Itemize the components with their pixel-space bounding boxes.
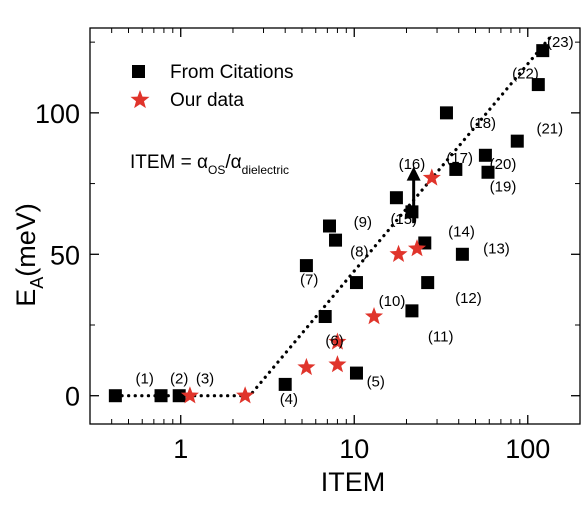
our-data-point: [407, 239, 427, 257]
citation-point: [455, 247, 469, 261]
citation-point: [154, 389, 168, 403]
citation-point: [531, 78, 545, 92]
svg-text:EA(meV): EA(meV): [11, 203, 47, 307]
citation-point: [449, 162, 463, 176]
equation-mid: /α: [225, 152, 241, 173]
x-axis-label: ITEM: [321, 467, 386, 497]
x-tick-label: 100: [505, 434, 550, 464]
y-tick-label: 100: [35, 99, 80, 129]
point-label: (1): [136, 371, 154, 388]
data-points-layer: [108, 44, 550, 404]
arrow-annotation: [406, 166, 421, 224]
citation-point: [329, 233, 343, 247]
our-data-point: [328, 355, 347, 373]
point-label: (21): [536, 120, 563, 137]
our-data-point: [180, 386, 199, 404]
y-axis-label-unit: (meV): [11, 203, 41, 277]
point-label: (5): [367, 374, 385, 391]
point-label: (17): [446, 150, 473, 167]
legend-label-citations: From Citations: [170, 62, 294, 83]
citation-point: [172, 389, 186, 403]
citation-point: [389, 191, 403, 205]
point-label: (14): [448, 224, 475, 241]
citation-point: [349, 366, 363, 380]
legend-label-our-data: Our data: [170, 90, 244, 111]
point-label: (10): [379, 293, 406, 310]
our-data-point: [328, 332, 347, 350]
point-label: (4): [280, 391, 298, 408]
citation-point: [349, 276, 363, 290]
arrow-head: [406, 166, 421, 181]
our-data-point: [236, 386, 255, 404]
citation-point: [405, 205, 419, 219]
y-axis-label: EA(meV): [11, 203, 47, 307]
citation-point: [421, 276, 435, 290]
axis-ticks-layer: 1 10 100 0 50 100: [35, 28, 580, 464]
point-label: (12): [455, 290, 482, 307]
our-data-point: [389, 244, 408, 262]
our-data-point: [364, 307, 384, 325]
citation-point: [510, 134, 524, 148]
equation-lhs: ITEM = α: [130, 152, 208, 173]
legend-marker-square: [132, 65, 145, 78]
point-label: (23): [547, 34, 574, 51]
citation-point: [322, 219, 336, 233]
x-tick-label: 10: [339, 434, 369, 464]
point-label: (22): [512, 65, 539, 82]
point-label: (16): [399, 156, 426, 173]
our-data-point: [422, 168, 441, 186]
legend: From Citations Our data: [130, 62, 294, 111]
citation-point: [299, 259, 313, 273]
equation-sub-os: OS: [208, 163, 225, 177]
point-label: (13): [483, 241, 510, 258]
point-label: (20): [490, 156, 517, 173]
citation-point: [536, 44, 550, 58]
point-label: (9): [354, 214, 372, 231]
point-label: (7): [300, 272, 318, 289]
point-label: (8): [350, 243, 368, 260]
citation-point: [108, 389, 122, 403]
point-label: (19): [490, 178, 517, 195]
point-label: (2): [170, 371, 188, 388]
legend-marker-star: [130, 90, 150, 109]
citation-point: [278, 377, 292, 391]
our-data-point: [297, 357, 316, 376]
point-label: (18): [469, 115, 496, 132]
point-label: (15): [390, 211, 417, 228]
citation-point: [405, 304, 419, 318]
y-axis-label-subscript: A: [27, 277, 47, 289]
point-label: (3): [196, 371, 214, 388]
equation-sub-dielectric: dielectric: [242, 163, 289, 177]
y-axis-label-main: E: [11, 289, 41, 307]
x-tick-label: 1: [173, 434, 188, 464]
item-equation: ITEM = αOS/αdielectric: [130, 152, 289, 177]
plot-frame: [89, 27, 581, 425]
y-tick-label: 0: [65, 382, 80, 412]
point-label: (6): [325, 333, 343, 350]
citation-point: [478, 148, 492, 162]
citation-point: [318, 310, 332, 324]
citation-point: [439, 106, 453, 120]
y-tick-label: 50: [50, 240, 80, 270]
point-label: (11): [428, 328, 454, 345]
citation-point: [481, 165, 495, 179]
point-labels-layer: (1) (2) (3) (4) (5) (6) (7) (8) (9) (10) (11) (12) (…: [136, 34, 574, 408]
